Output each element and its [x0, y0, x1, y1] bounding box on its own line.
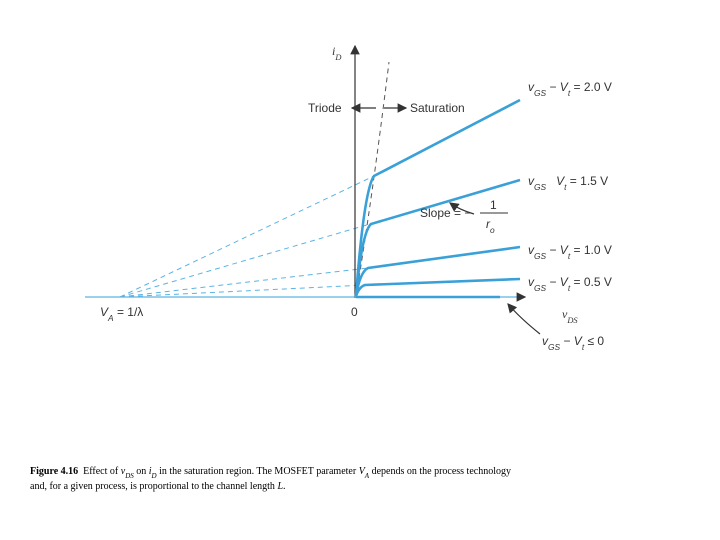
text-segment: GS: [534, 182, 547, 192]
text-segment: and, for a given process, is proportiona…: [30, 481, 277, 492]
text-segment: v: [528, 80, 535, 94]
text-segment: D: [151, 472, 157, 480]
text-segment: −: [546, 80, 560, 94]
text-segment: i: [149, 466, 152, 477]
text-segment: Saturation: [410, 101, 465, 115]
text-segment: v: [542, 334, 549, 348]
text-segment: t: [568, 283, 571, 293]
text-segment: DS: [566, 316, 578, 325]
text-segment: t: [568, 88, 571, 98]
text-segment: v: [121, 466, 126, 477]
text-segment: −: [546, 275, 560, 289]
text-segment: t: [568, 251, 571, 261]
text-segment: Effect of: [78, 466, 121, 477]
text-segment: t: [582, 342, 585, 352]
text-segment: ≤ 0: [584, 334, 604, 348]
text-segment: 0: [351, 305, 358, 319]
curve-label: vGS Vt = 1.5 V: [528, 174, 608, 192]
curve-label: vGS − Vt = 0.5 V: [528, 275, 612, 293]
extrapolation-lines: [119, 61, 390, 298]
caption: and, for a given process, is proportiona…: [30, 481, 286, 492]
text-segment: V: [560, 80, 569, 94]
text-segment: Figure 4.16: [30, 466, 78, 477]
text-segment: V: [560, 243, 569, 257]
text-segment: V: [100, 305, 109, 319]
text-segment: D: [334, 53, 341, 62]
x-axis-label: vDS: [562, 307, 578, 325]
slope-numerator: 1: [490, 198, 497, 212]
text-segment: −: [560, 334, 574, 348]
text-segment: = 0.5 V: [570, 275, 612, 289]
slope-label: Slope = −: [420, 206, 471, 220]
text-segment: V: [560, 275, 569, 289]
text-segment: A: [364, 472, 370, 480]
caption: Figure 4.16 Effect of vDS on iD in the s…: [30, 466, 511, 480]
y-axis-label: iD: [332, 44, 341, 62]
text-segment: = 2.0 V: [570, 80, 612, 94]
va-label: VA = 1/λ: [100, 305, 143, 323]
text-segment: v: [528, 174, 535, 188]
triode-label: Triode: [308, 101, 342, 115]
text-segment: in the saturation region. The MOSFET par…: [157, 466, 359, 477]
cutoff-arrow: [507, 303, 541, 335]
origin-label: 0: [351, 305, 358, 319]
text-segment: = 1/λ: [114, 305, 144, 319]
text-segment: = 1.5 V: [566, 174, 608, 188]
text-segment: GS: [534, 283, 547, 293]
saturation-label: Saturation: [410, 101, 465, 115]
text-segment: on: [134, 466, 149, 477]
text-segment: v: [528, 275, 535, 289]
text-segment: V: [359, 466, 367, 477]
text-segment: v: [528, 243, 535, 257]
curve-label: vGS − Vt = 1.0 V: [528, 243, 612, 261]
text-segment: Slope = −: [420, 206, 471, 220]
text-segment: t: [564, 182, 567, 192]
text-segment: .: [283, 481, 286, 492]
text-segment: r: [486, 217, 491, 231]
text-segment: V: [574, 334, 583, 348]
text-segment: i: [332, 44, 335, 58]
text-segment: GS: [534, 251, 547, 261]
text-segment: 1: [490, 198, 497, 212]
text-segment: L: [276, 481, 283, 492]
text-segment: GS: [534, 88, 547, 98]
text-segment: A: [107, 313, 114, 323]
characteristic-curves: [354, 98, 521, 299]
curve-label: vGS − Vt ≤ 0: [542, 334, 604, 352]
text-segment: [546, 174, 556, 188]
text-segment: = 1.0 V: [570, 243, 612, 257]
text-segment: V: [556, 174, 565, 188]
text-segment: o: [490, 225, 495, 235]
text-segment: v: [562, 307, 568, 321]
text-segment: depends on the process technology: [369, 466, 511, 477]
curve-label: vGS − Vt = 2.0 V: [528, 80, 612, 98]
text-segment: −: [546, 243, 560, 257]
slope-arrow: [449, 202, 475, 215]
text-segment: DS: [124, 472, 134, 480]
slope-denominator: ro: [486, 217, 495, 235]
text-segment: Triode: [308, 101, 342, 115]
text-segment: GS: [548, 342, 561, 352]
